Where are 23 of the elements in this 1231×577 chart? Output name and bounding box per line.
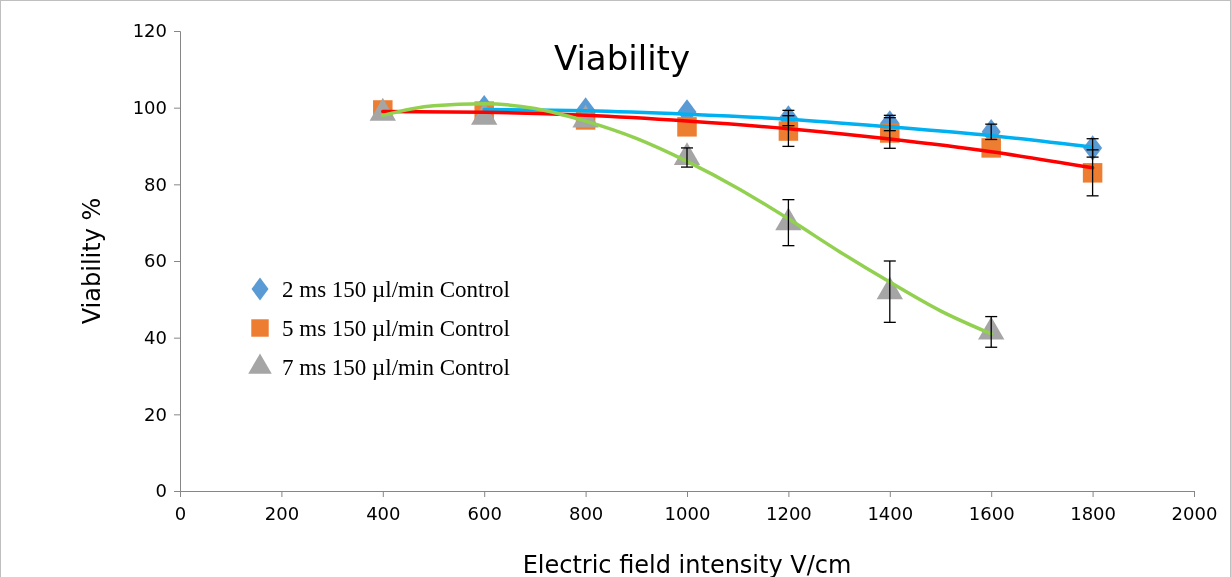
x-tick-label: 400 xyxy=(366,502,401,524)
x-tick-label: 1200 xyxy=(765,502,812,524)
chart-title: Viability xyxy=(553,38,691,78)
legend-label: 7 ms 150 µl/min Control xyxy=(282,355,510,380)
legend-label: 5 ms 150 µl/min Control xyxy=(282,316,510,341)
y-axis-title: Viability % xyxy=(78,197,106,325)
x-tick-label: 1600 xyxy=(968,502,1015,524)
x-tick-label: 600 xyxy=(467,502,502,524)
y-tick-label: 0 xyxy=(155,480,167,502)
legend-label: 2 ms 150 µl/min Control xyxy=(282,277,510,302)
x-tick-label: 2000 xyxy=(1171,502,1218,524)
x-tick-label: 800 xyxy=(568,502,604,524)
x-tick-label: 1400 xyxy=(867,502,914,524)
y-tick-label: 60 xyxy=(144,250,167,272)
y-tick-label: 20 xyxy=(144,403,167,425)
y-tick-label: 120 xyxy=(132,20,167,42)
x-tick-label: 200 xyxy=(264,502,300,524)
y-tick-label: 40 xyxy=(144,326,167,348)
x-tick-label: 1000 xyxy=(664,502,711,524)
x-tick-label: 0 xyxy=(174,502,187,524)
y-tick-label: 100 xyxy=(132,96,167,118)
x-tick-label: 1800 xyxy=(1070,502,1117,524)
y-tick-label: 80 xyxy=(144,173,167,195)
